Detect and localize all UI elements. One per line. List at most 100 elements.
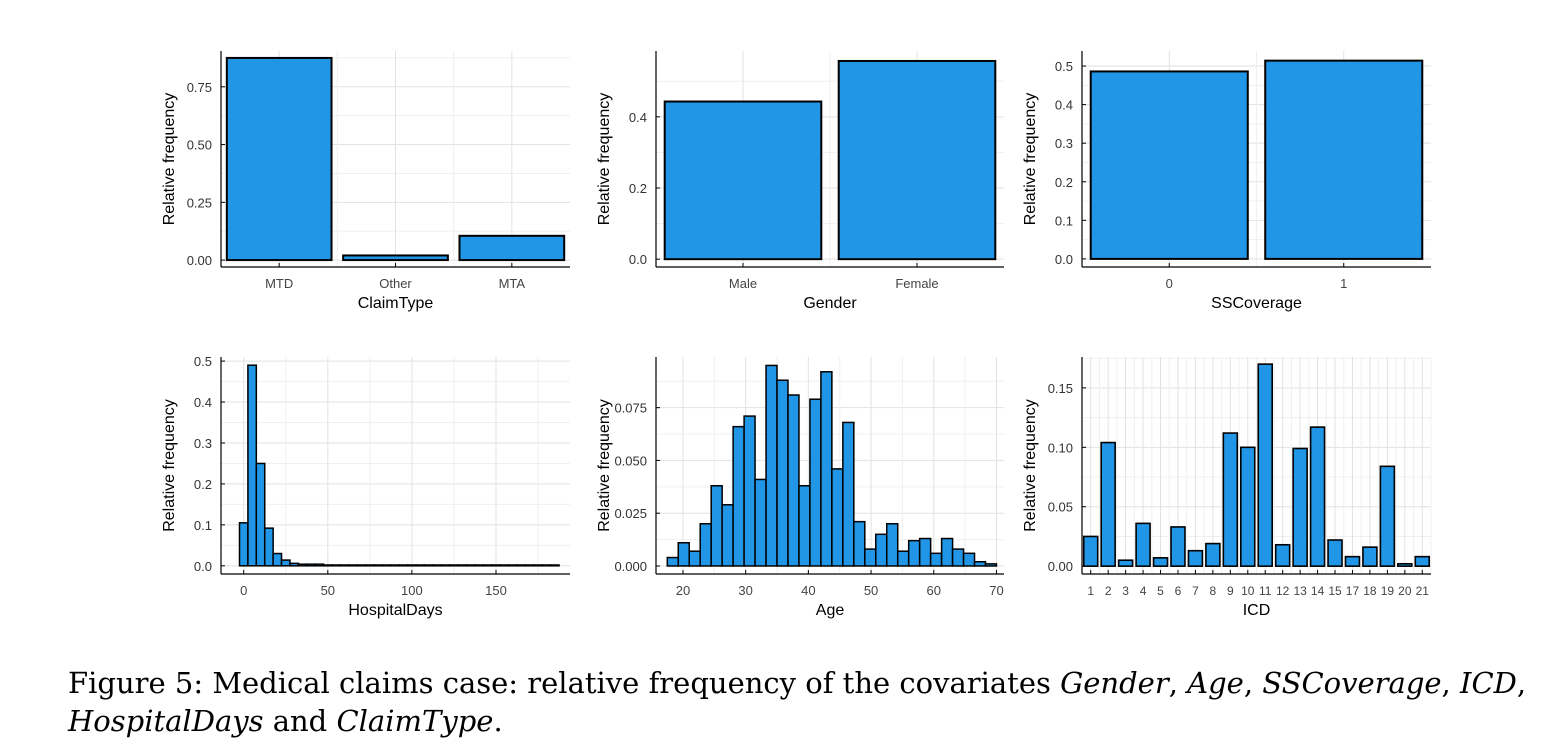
bars: [666, 364, 998, 567]
histogram-bin: [474, 564, 485, 567]
bar-12: [1274, 543, 1291, 567]
chart-panel-hospitaldays: 0.0 0.1 0.2 0.3 0.4 0.5 0 50 100 150 HospitalDays R…: [161, 354, 570, 619]
y-tick-label: 0.4: [194, 395, 212, 410]
histogram-bin: [533, 564, 543, 567]
y-axis-label: Relative frequency: [161, 93, 178, 226]
x-tick-label: 3: [1122, 584, 1129, 598]
x-tick-label: 1: [1087, 584, 1094, 598]
histogram-bin: [423, 564, 434, 567]
histogram-bin: [831, 468, 844, 567]
bar-15: [1327, 539, 1343, 567]
histogram-bin: [297, 563, 308, 567]
x-tick-label: 6: [1175, 584, 1182, 598]
bar-other: [342, 254, 449, 262]
y-tick-label: 0.75: [187, 80, 212, 95]
histogram-bin: [524, 564, 535, 567]
x-tick-label: 30: [738, 583, 752, 598]
x-tick-label: 100: [401, 583, 423, 598]
y-tick-label: 0.2: [194, 477, 212, 492]
x-tick-label: 0: [240, 583, 247, 598]
x-tick-label: 17: [1346, 584, 1360, 598]
y-axis-label: Relative frequency: [161, 399, 178, 532]
x-tick-label: 5: [1157, 584, 1164, 598]
histogram-bin: [457, 564, 468, 567]
bar-14: [1309, 426, 1326, 567]
histogram-bin: [322, 564, 333, 567]
bars: [1089, 59, 1424, 260]
histogram-bin: [721, 504, 734, 567]
caption-var-sscoverage: SSCoverage: [1262, 666, 1442, 700]
bar-19: [1379, 465, 1396, 567]
y-tick-label: 0.5: [194, 354, 212, 369]
x-tick-label: 19: [1381, 584, 1395, 598]
y-tick-label: 0.0: [194, 559, 212, 574]
bars: [238, 364, 560, 567]
x-tick-label: 4: [1140, 584, 1147, 598]
x-tick-label: Other: [379, 276, 412, 291]
x-axis-label: ICD: [1243, 602, 1271, 619]
histogram-bin: [765, 364, 778, 567]
grid-lines: [221, 357, 570, 574]
y-tick-label: 0.4: [1055, 98, 1073, 113]
x-tick-label: 9: [1227, 584, 1234, 598]
histogram-bin: [280, 559, 291, 567]
histogram-bin: [406, 564, 417, 567]
histogram-bin: [255, 462, 266, 567]
y-tick-label: 0.0: [629, 252, 647, 267]
bar-1: [1264, 59, 1424, 260]
x-tick-label: 50: [864, 583, 878, 598]
x-tick-label: MTD: [265, 276, 293, 291]
y-tick-label: 0.000: [614, 559, 647, 574]
histogram-bin: [448, 564, 459, 567]
y-tick-label: 0.2: [629, 181, 647, 196]
caption-var-hospitaldays: HospitalDays: [68, 704, 264, 738]
bar-17: [1344, 555, 1361, 567]
histogram-bin: [940, 537, 954, 567]
histogram-bin: [440, 564, 451, 567]
bar-21: [1414, 555, 1431, 567]
x-tick-label: 13: [1293, 584, 1307, 598]
histogram-bin: [247, 364, 258, 567]
histogram-bin: [516, 564, 527, 567]
histogram-bin: [907, 539, 921, 567]
histogram-bin: [896, 550, 910, 567]
y-tick-label: 0.25: [187, 195, 212, 210]
x-tick-label: 70: [989, 583, 1003, 598]
y-tick-label: 0.1: [194, 518, 212, 533]
bar-4: [1135, 522, 1151, 567]
histogram-bin: [263, 527, 274, 567]
x-tick-label: 20: [676, 583, 690, 598]
histogram-bin: [314, 563, 325, 567]
histogram-bin: [820, 371, 833, 567]
x-tick-label: 21: [1416, 584, 1430, 598]
histogram-bin: [798, 485, 811, 567]
histogram-bin: [348, 564, 358, 567]
histogram-bin: [918, 537, 932, 567]
histogram-bin: [677, 542, 690, 567]
y-tick-label: 0.3: [1055, 136, 1073, 151]
x-tick-label: 10: [1241, 584, 1255, 598]
y-tick-label: 0.10: [1048, 440, 1073, 455]
x-tick-label: 0: [1166, 276, 1173, 291]
caption-var-gender: Gender: [1060, 666, 1169, 700]
chart-panel-gender: 0.0 0.2 0.4 Male Female Gender Relative freque…: [596, 51, 1004, 312]
y-axis-label: Relative frequency: [596, 93, 613, 226]
histogram-bin: [809, 398, 822, 567]
histogram-bin: [875, 533, 888, 567]
histogram-bin: [787, 394, 800, 567]
bar-mtd: [225, 56, 333, 262]
bar-mta: [458, 234, 566, 262]
y-tick-label: 0.4: [629, 110, 647, 125]
x-tick-label: 11: [1259, 584, 1272, 598]
histogram-bin: [864, 548, 877, 567]
histogram-bin: [666, 556, 680, 567]
y-tick-label: 0.2: [1055, 175, 1073, 190]
bar-male: [663, 100, 823, 261]
bar-18: [1362, 546, 1378, 567]
histogram-bin: [688, 550, 701, 567]
bar-9: [1222, 432, 1239, 567]
histogram-bin: [398, 564, 409, 567]
x-tick-label: 7: [1192, 584, 1199, 598]
bar-10: [1239, 446, 1256, 567]
